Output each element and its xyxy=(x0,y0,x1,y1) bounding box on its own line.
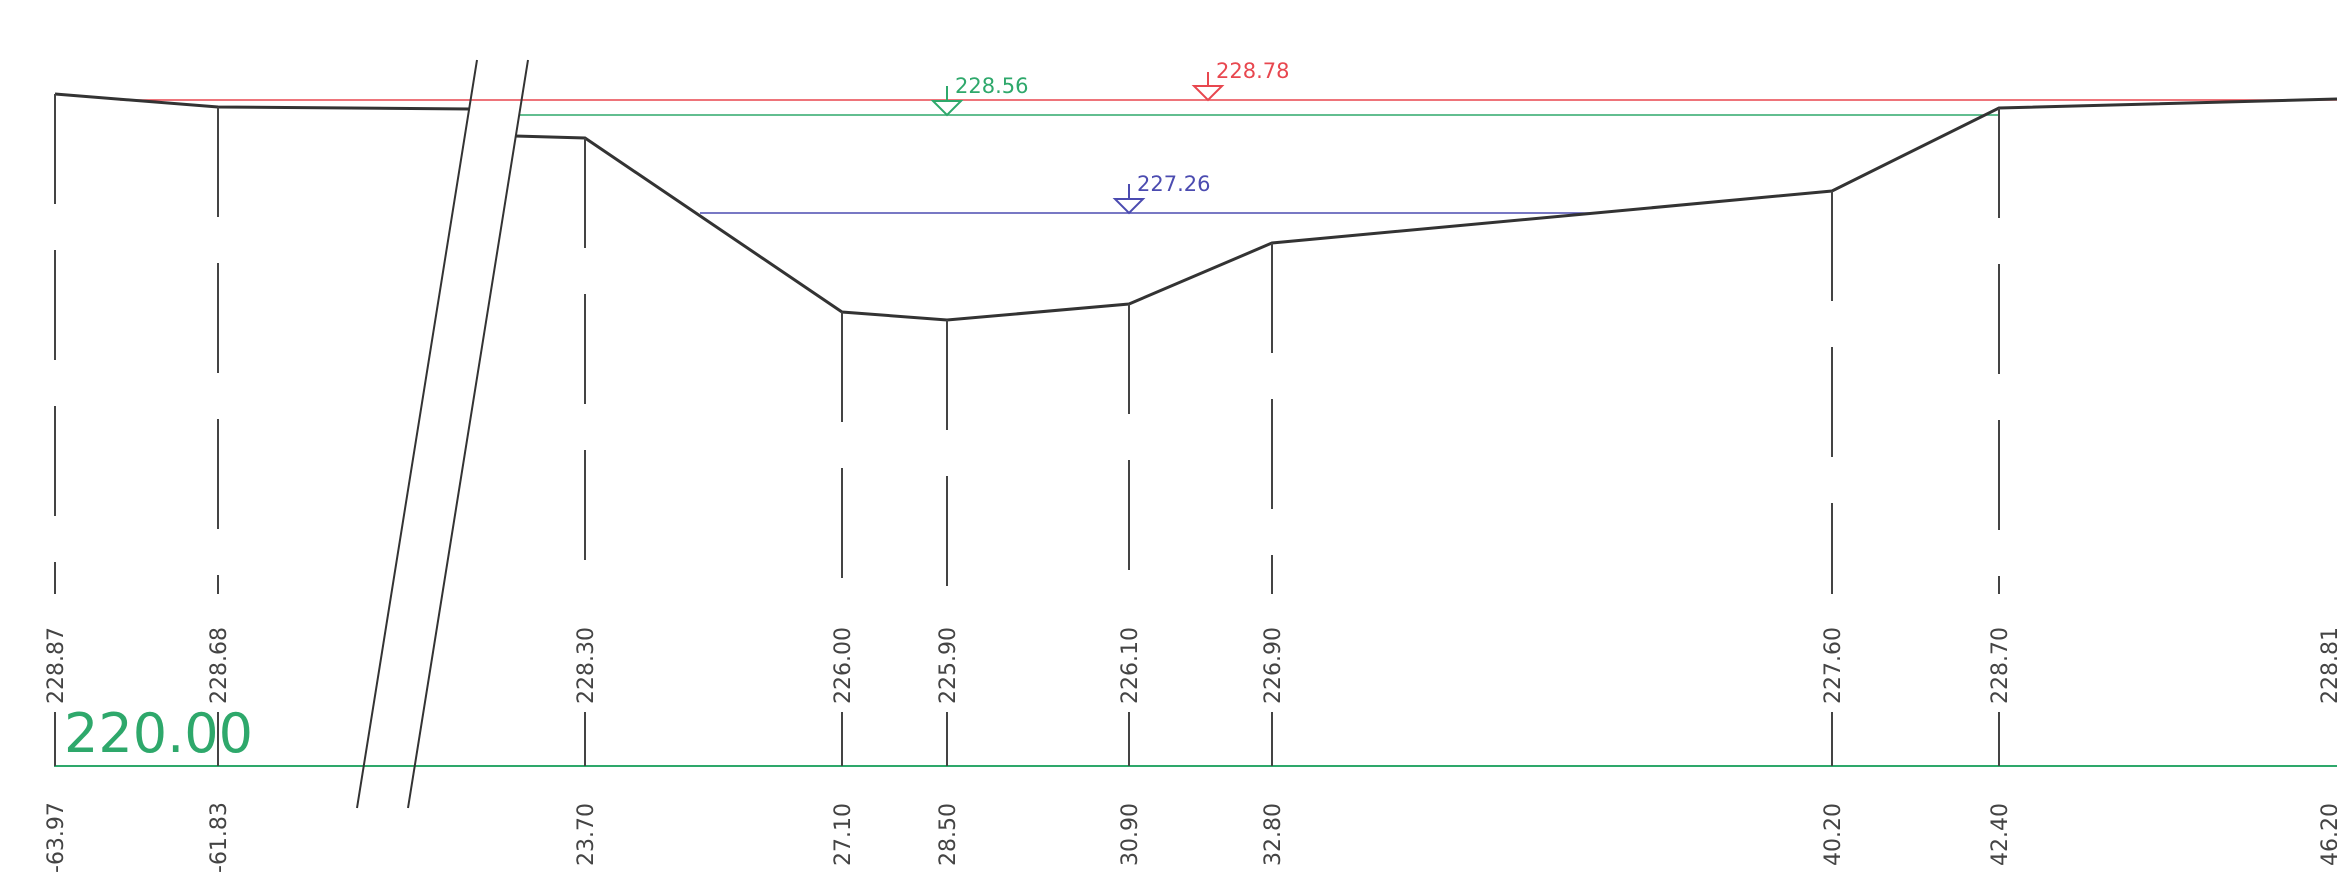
elevation-label-2: 228.68 xyxy=(207,627,232,704)
offset-label-10: 46.20 xyxy=(2318,803,2337,866)
offset-label-8: 40.20 xyxy=(1821,803,1846,866)
green-water-marker: 228.56 xyxy=(930,74,1028,117)
elevation-label-4: 226.00 xyxy=(831,627,856,704)
green-water-label: 228.56 xyxy=(955,74,1028,98)
blue-water-marker: 227.26 xyxy=(1112,172,1210,215)
offset-label-2: -61.83 xyxy=(207,802,232,873)
station-ticks xyxy=(217,712,2000,766)
station-verticals xyxy=(54,94,2000,594)
elevation-label-6: 226.10 xyxy=(1118,627,1143,704)
break-line-right xyxy=(407,59,529,809)
ground-profile-left xyxy=(54,92,471,111)
elevation-label-3: 228.30 xyxy=(574,627,599,704)
elevation-label-8: 227.60 xyxy=(1821,627,1846,704)
elevation-label-7: 226.90 xyxy=(1261,627,1286,704)
offset-label-9: 42.40 xyxy=(1988,803,2013,866)
offset-label-1: -63.97 xyxy=(44,802,69,873)
offset-label-5: 28.50 xyxy=(936,803,961,866)
offset-label-6: 30.90 xyxy=(1118,803,1143,866)
red-water-marker: 228.78 xyxy=(1191,59,1289,102)
offset-label-3: 23.70 xyxy=(574,803,599,866)
blue-water-label: 227.26 xyxy=(1137,172,1210,196)
elevation-label-5: 225.90 xyxy=(936,627,961,704)
datum-label: 220.00 xyxy=(64,702,253,765)
offset-label-7: 32.80 xyxy=(1261,803,1286,866)
offset-label-4: 27.10 xyxy=(831,803,856,866)
elevation-label-9: 228.70 xyxy=(1988,627,2013,704)
elevation-label-10: 228.81 xyxy=(2318,627,2337,704)
break-line-left xyxy=(356,59,478,809)
ground-profile-right xyxy=(514,97,2337,322)
elevation-label-1: 228.87 xyxy=(44,627,69,704)
red-water-label: 228.78 xyxy=(1216,59,1289,83)
